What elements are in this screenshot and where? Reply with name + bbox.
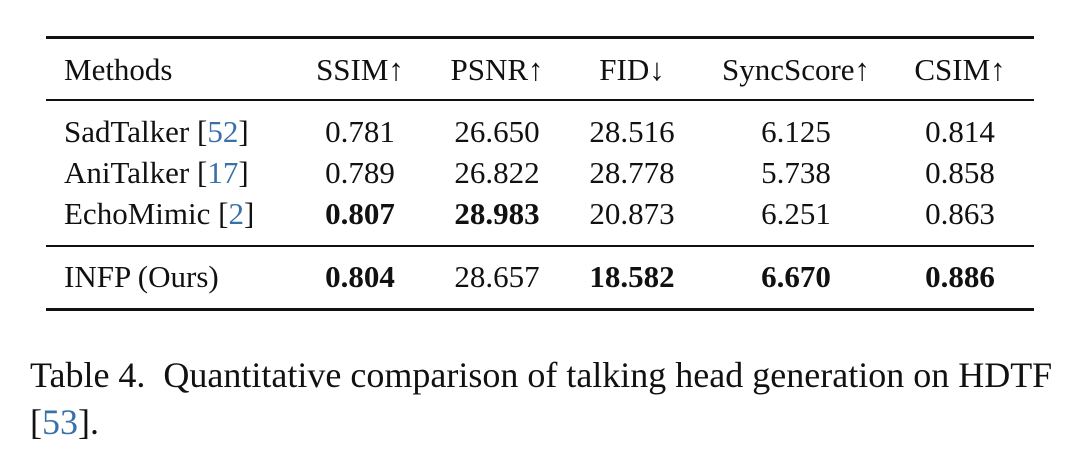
header-rule [46, 99, 1034, 101]
value-cell: 28.516 [589, 114, 675, 149]
value-cell: 0.814 [925, 114, 995, 149]
caption-text: Table 4. Quantitative comparison of talk… [30, 355, 1062, 442]
method-text: ] [238, 114, 249, 149]
value-cell: 0.886 [925, 259, 995, 294]
citation: 53 [42, 402, 78, 442]
citation: 2 [228, 196, 244, 231]
value-cell: 0.804 [325, 259, 395, 294]
value-cell: 0.863 [925, 196, 995, 231]
value-cell: 28.778 [589, 155, 675, 190]
citation: 17 [207, 155, 239, 190]
value-cell: 0.789 [325, 155, 395, 190]
caption-text: ]. [78, 402, 99, 442]
value-cell: 26.822 [454, 155, 540, 190]
value-cell: 20.873 [589, 196, 675, 231]
value-cell: 18.582 [589, 259, 675, 294]
method-cell: INFP (Ours) [64, 259, 219, 295]
value-cell: 0.858 [925, 155, 995, 190]
value-cell: 0.807 [325, 196, 395, 231]
header-cell: SSIM↑ [316, 52, 404, 87]
header-cell: PSNR↑ [450, 52, 544, 87]
value-cell: 6.251 [761, 196, 831, 231]
value-cell: 0.781 [325, 114, 395, 149]
method-cell: SadTalker [52] [64, 114, 249, 150]
value-cell: 28.657 [454, 259, 540, 294]
caption: Table 4. Quantitative comparison of talk… [30, 352, 1060, 446]
method-cell: EchoMimic [2] [64, 196, 254, 232]
header-cell: CSIM↑ [914, 52, 1006, 87]
method-text: EchoMimic [ [64, 196, 229, 231]
bottom-rule [46, 308, 1034, 311]
method-text: AniTalker [ [64, 155, 208, 190]
header-cell: Methods [64, 52, 173, 87]
value-cell: 6.125 [761, 114, 831, 149]
method-text: ] [243, 196, 255, 231]
separator-rule [46, 245, 1034, 247]
value-cell: 26.650 [454, 114, 540, 149]
value-cell: 28.983 [454, 196, 540, 231]
header-cell: SyncScore↑ [721, 52, 871, 87]
value-cell: 5.738 [761, 155, 831, 190]
method-cell: AniTalker [17] [64, 155, 249, 191]
top-rule [46, 36, 1034, 39]
method-text: INFP (Ours) [64, 259, 219, 294]
method-text: ] [238, 155, 249, 190]
citation: 52 [207, 114, 239, 149]
method-text: SadTalker [ [64, 114, 208, 149]
value-cell: 6.670 [761, 259, 831, 294]
header-cell: FID↓ [599, 52, 665, 87]
